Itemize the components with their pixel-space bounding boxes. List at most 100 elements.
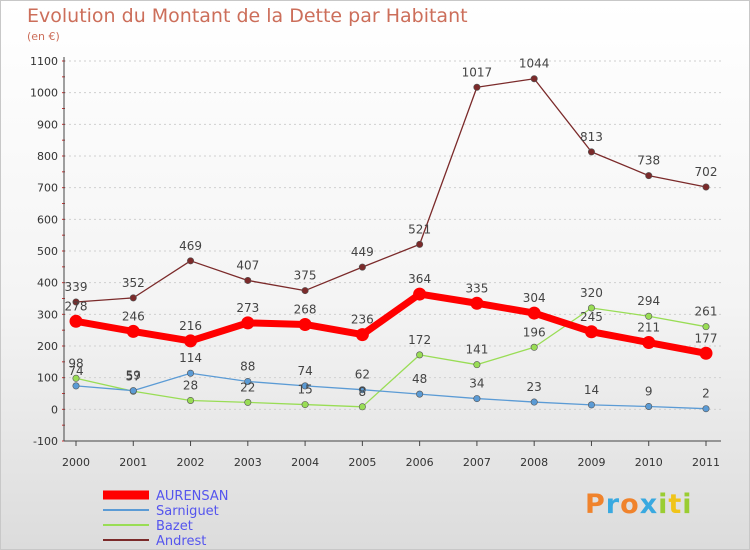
series-line-aurensan: [75, 290, 707, 357]
y-tick-label: 100: [37, 372, 58, 385]
data-label: 114: [179, 351, 202, 365]
data-label: 14: [584, 383, 599, 397]
data-point: [702, 405, 710, 413]
data-point: [301, 287, 309, 295]
data-label: 28: [183, 378, 198, 392]
data-point: [126, 324, 140, 338]
data-label: 335: [465, 281, 488, 295]
series-line-sarniguet: [75, 372, 707, 410]
legend-label: Bazet: [156, 519, 193, 534]
logo-letter: o: [620, 489, 640, 520]
data-point: [587, 304, 595, 312]
data-label: 1017: [462, 65, 493, 79]
data-point: [244, 398, 252, 406]
data-point: [587, 401, 595, 409]
data-label: 268: [294, 302, 317, 316]
data-point: [301, 401, 309, 409]
series-line-andrest: [75, 78, 707, 303]
data-label: 375: [294, 269, 317, 283]
data-label: 196: [523, 325, 546, 339]
data-label: 62: [355, 368, 370, 382]
data-label: 8: [359, 385, 367, 399]
data-point: [530, 398, 538, 406]
data-label: 74: [68, 364, 83, 378]
data-point: [527, 306, 541, 320]
x-tick-label: 2006: [406, 456, 434, 469]
data-point: [470, 296, 484, 310]
data-label: 216: [179, 319, 202, 333]
data-label: 48: [412, 372, 427, 386]
data-label: 236: [351, 313, 374, 327]
data-point: [187, 257, 195, 265]
data-label: 449: [351, 245, 374, 259]
data-point: [187, 369, 195, 377]
logo-letter: i: [658, 489, 669, 520]
x-tick-label: 2000: [62, 456, 90, 469]
data-point: [72, 298, 80, 306]
data-point: [72, 374, 80, 382]
data-point: [530, 75, 538, 83]
data-label: 469: [179, 239, 202, 253]
x-tick-label: 2010: [635, 456, 663, 469]
data-label: 15: [297, 383, 312, 397]
data-label: 177: [695, 331, 718, 345]
data-label: 88: [240, 359, 255, 373]
x-tick-label: 2001: [119, 456, 147, 469]
data-label: 294: [637, 294, 660, 308]
y-tick-label: 800: [37, 150, 58, 163]
data-label: 246: [122, 309, 145, 323]
data-point: [301, 382, 309, 390]
x-tick-label: 2008: [520, 456, 548, 469]
y-tick-label: 900: [37, 118, 58, 131]
data-point: [72, 382, 80, 390]
proxiti-logo: Proxiti: [585, 489, 693, 520]
data-label: 261: [695, 305, 718, 319]
data-point: [187, 396, 195, 404]
data-label: 521: [408, 222, 431, 236]
series-line-bazet: [75, 307, 707, 408]
data-label: 57: [126, 369, 141, 383]
data-label: 98: [68, 356, 83, 370]
data-label: 278: [65, 299, 88, 313]
y-tick-label: 0: [51, 403, 58, 416]
data-label: 74: [297, 364, 312, 378]
y-tick-label: 1000: [30, 87, 58, 100]
data-label: 245: [580, 310, 603, 324]
logo-letter: t: [668, 489, 683, 520]
y-tick-label: 200: [37, 340, 58, 353]
data-point: [69, 314, 83, 328]
data-label: 59: [126, 369, 141, 383]
data-label: 34: [469, 377, 484, 391]
data-label: 22: [240, 380, 255, 394]
data-point: [358, 403, 366, 411]
data-point: [244, 276, 252, 284]
legend-label: AURENSAN: [156, 489, 229, 504]
data-point: [298, 317, 312, 331]
y-tick-label: 300: [37, 308, 58, 321]
data-label: 2: [702, 387, 710, 401]
x-tick-label: 2004: [291, 456, 319, 469]
data-label: 304: [523, 291, 546, 305]
data-point: [645, 172, 653, 180]
data-point: [587, 148, 595, 156]
data-label: 9: [645, 384, 653, 398]
data-point: [702, 183, 710, 191]
data-point: [473, 83, 481, 91]
logo-letter: P: [585, 489, 606, 520]
data-point: [129, 387, 137, 395]
x-tick-label: 2011: [692, 456, 720, 469]
chart-subtitle: (en €): [27, 30, 60, 43]
data-point: [184, 334, 198, 348]
x-tick-label: 2003: [234, 456, 262, 469]
data-point: [413, 287, 427, 301]
logo-letter: i: [682, 489, 693, 520]
legend-label: Sarniguet: [156, 504, 219, 519]
data-label: 23: [527, 380, 542, 394]
data-label: 320: [580, 286, 603, 300]
data-point: [584, 325, 598, 339]
data-point: [702, 323, 710, 331]
x-tick-label: 2005: [348, 456, 376, 469]
data-point: [699, 346, 713, 360]
